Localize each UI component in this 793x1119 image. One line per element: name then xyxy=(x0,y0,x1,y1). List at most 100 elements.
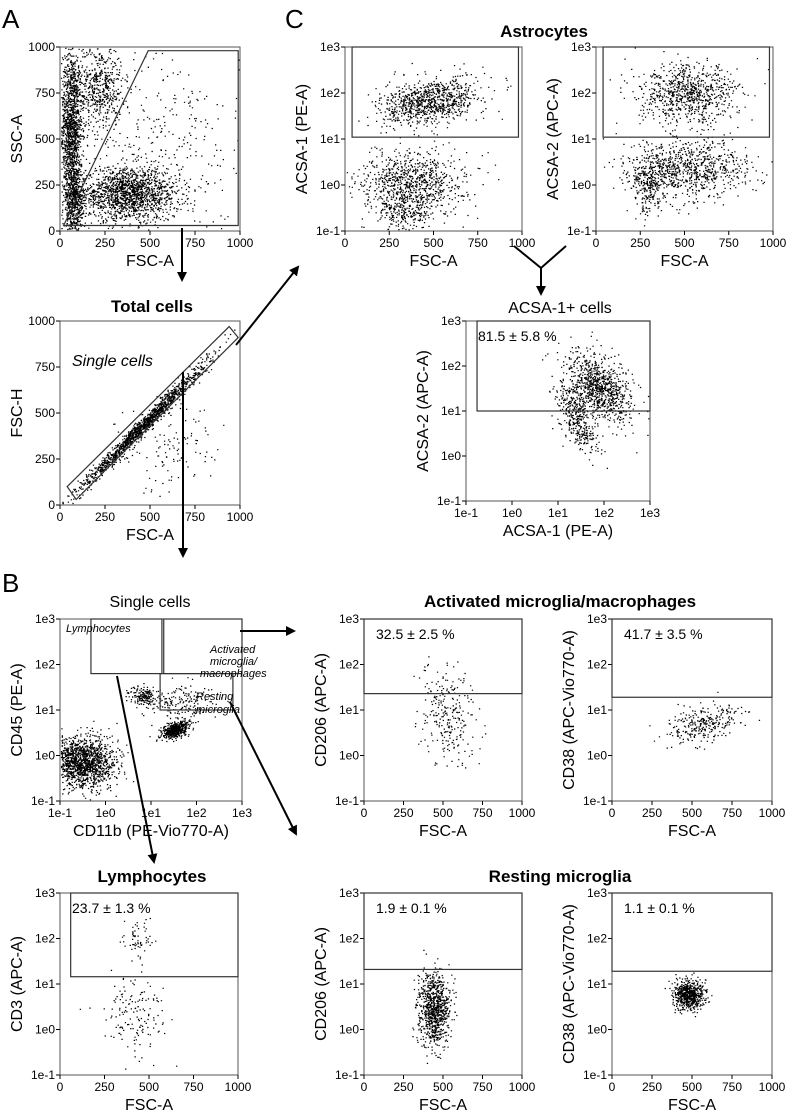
gate-label-lymphocytes: Lymphocytes xyxy=(66,623,131,635)
x-tick-label: 1000 xyxy=(509,1080,536,1094)
x-tick-label: 0 xyxy=(361,806,368,820)
event-dots xyxy=(412,949,458,1064)
x-tick-label: 1e0 xyxy=(95,806,115,820)
plot-frame xyxy=(344,46,523,232)
x-axis-label: ACSA-1 (PE-A) xyxy=(503,523,613,540)
plot-C3: 1e-1 1e0 1e1 1e2 1e3 1e-1 1e0 1e1 1e2 1e3 ACSA-1 (… xyxy=(415,314,660,540)
x-tick-label: 500 xyxy=(674,236,694,250)
gate-cd206-pos xyxy=(363,618,523,695)
y-tick-label: 500 xyxy=(35,406,55,420)
y-tick-label: 750 xyxy=(35,360,55,374)
y-tick-label: 1e1 xyxy=(587,977,607,991)
y-axis-label: FSC-H xyxy=(9,389,26,438)
x-tick-label: 250 xyxy=(94,1080,114,1094)
x-axis-label: FSC-A xyxy=(419,1097,467,1114)
plot-B3: 0 250 500 750 1000 1e-1 1e0 1e1 1e2 1e3 FSC-A CD38 … xyxy=(561,612,786,840)
x-tick-label: 500 xyxy=(140,236,160,250)
title-total-cells: Total cells xyxy=(111,297,193,316)
event-dots xyxy=(79,917,178,1070)
plot-A1: 0 250 500 750 1000 0 250 500 750 1000 FSC-A SSC-A xyxy=(9,40,254,270)
y-tick-label: 1e0 xyxy=(571,178,591,192)
title-activated: Activated microglia/macrophages xyxy=(424,592,696,611)
y-axis-label: CD206 (APC-A) xyxy=(313,653,330,767)
gate-label-activated-2: microglia/ xyxy=(210,656,258,668)
y-axis-label: SSC-A xyxy=(9,114,26,163)
gate-cd38-pos xyxy=(611,892,773,972)
y-tick-label: 1e-1 xyxy=(567,224,591,238)
y-tick-label: 1e3 xyxy=(587,612,607,626)
x-tick-label: 250 xyxy=(642,1080,662,1094)
y-tick-label: 1e2 xyxy=(587,658,607,672)
y-tick-label: 1e0 xyxy=(339,1023,359,1037)
plot-C1: 0 250 500 750 1000 1e-1 1e0 1e1 1e2 1e3 FSC-A ACSA-… xyxy=(294,40,536,270)
y-tick-label: 1e2 xyxy=(320,86,340,100)
y-axis-label: CD206 (APC-A) xyxy=(313,927,330,1041)
x-tick-label: 250 xyxy=(642,806,662,820)
y-tick-label: 1e2 xyxy=(571,86,591,100)
title-single-cells-b: Single cells xyxy=(110,594,191,611)
y-tick-label: 1e3 xyxy=(35,612,55,626)
x-tick-label: 250 xyxy=(95,236,115,250)
x-tick-label: 500 xyxy=(423,236,443,250)
event-dots xyxy=(60,677,223,801)
gate-cells xyxy=(62,50,239,227)
y-axis-label: CD38 (APC-Vio770-A) xyxy=(561,630,578,790)
y-tick-label: 1e-1 xyxy=(31,1068,55,1082)
y-tick-label: 1e0 xyxy=(587,1023,607,1037)
x-axis-label: FSC-A xyxy=(410,253,458,270)
title-acsa1-cells: ACSA-1+ cells xyxy=(508,300,612,317)
x-axis-label: FSC-A xyxy=(419,823,467,840)
x-tick-label: 750 xyxy=(185,236,205,250)
gate-cd3-pos xyxy=(70,892,239,978)
y-tick-label: 1e2 xyxy=(35,932,55,946)
y-tick-label: 1e3 xyxy=(339,612,359,626)
x-tick-label: 250 xyxy=(95,510,115,524)
y-tick-label: 1e1 xyxy=(339,977,359,991)
y-tick-label: 1e-1 xyxy=(31,794,55,808)
x-tick-label: 500 xyxy=(140,510,160,524)
y-tick-label: 1e3 xyxy=(441,314,461,328)
y-tick-label: 1e3 xyxy=(339,886,359,900)
event-dots xyxy=(664,972,713,1018)
x-tick-label: 500 xyxy=(682,1080,702,1094)
y-tick-label: 1e3 xyxy=(35,886,55,900)
event-dots xyxy=(346,62,512,231)
gate-cd206-pos xyxy=(363,892,523,971)
x-tick-label: 0 xyxy=(57,236,64,250)
y-tick-label: 500 xyxy=(35,132,55,146)
x-tick-label: 1000 xyxy=(509,806,536,820)
x-tick-label: 1e2 xyxy=(594,506,614,520)
plot-B4: 0 250 500 750 1000 1e-1 1e0 1e1 1e2 1e3 FSC-A CD3 (… xyxy=(9,886,252,1114)
x-tick-label: 250 xyxy=(393,806,413,820)
y-tick-label: 1e0 xyxy=(587,749,607,763)
x-tick-label: 1e2 xyxy=(186,806,206,820)
x-tick-label: 1e-1 xyxy=(454,506,478,520)
gate-single-cells xyxy=(66,325,240,501)
y-tick-label: 250 xyxy=(35,452,55,466)
event-dots xyxy=(413,656,487,769)
gate-cd38-pos xyxy=(611,618,773,698)
y-tick-label: 1e2 xyxy=(339,932,359,946)
gate-label-single-cells: Single cells xyxy=(72,353,153,370)
event-dots xyxy=(542,331,650,469)
y-tick-label: 1e2 xyxy=(339,658,359,672)
y-tick-label: 1e2 xyxy=(441,359,461,373)
x-tick-label: 750 xyxy=(719,236,739,250)
x-tick-label: 750 xyxy=(468,236,488,250)
gate-percent: 81.5 ± 5.8 % xyxy=(478,328,557,344)
x-axis-label: FSC-A xyxy=(126,527,174,544)
title-resting: Resting microglia xyxy=(489,867,632,886)
x-axis-label: FSC-A xyxy=(668,1097,716,1114)
x-tick-label: 750 xyxy=(722,1080,742,1094)
y-tick-label: 1e-1 xyxy=(583,794,607,808)
y-axis-label: CD45 (PE-A) xyxy=(9,663,26,756)
plot-B5: 0 250 500 750 1000 1e-1 1e0 1e1 1e2 1e3 FSC-A CD206… xyxy=(313,886,536,1114)
x-axis-label: FSC-A xyxy=(668,823,716,840)
x-tick-label: 1000 xyxy=(227,510,254,524)
y-tick-label: 1e1 xyxy=(441,404,461,418)
gate-resting xyxy=(159,672,234,711)
event-dots xyxy=(60,47,240,231)
y-axis-label: ACSA-2 (APC-A) xyxy=(545,78,562,200)
x-tick-label: 0 xyxy=(361,1080,368,1094)
